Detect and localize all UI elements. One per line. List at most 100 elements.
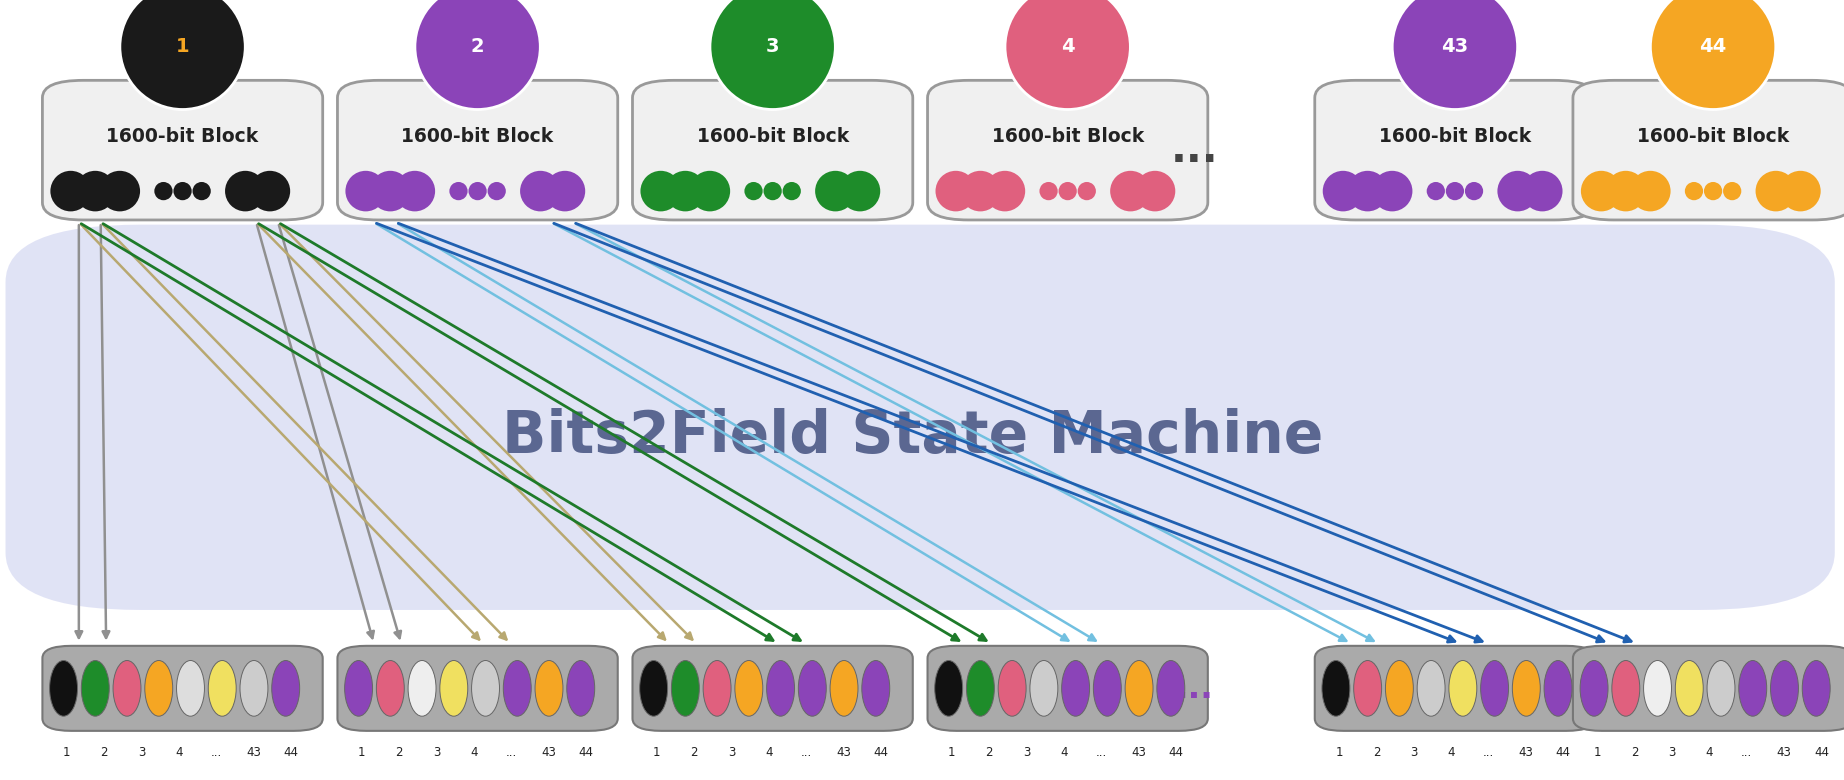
- Ellipse shape: [120, 0, 245, 109]
- Text: 1600-bit Block: 1600-bit Block: [1637, 127, 1789, 146]
- Text: 1: 1: [175, 37, 190, 56]
- Ellipse shape: [177, 661, 205, 716]
- Text: 4: 4: [470, 746, 478, 760]
- Ellipse shape: [1722, 182, 1741, 200]
- Ellipse shape: [1650, 0, 1776, 109]
- FancyBboxPatch shape: [6, 225, 1835, 610]
- Text: 4: 4: [1060, 37, 1075, 56]
- Text: 44: 44: [1700, 37, 1726, 56]
- Ellipse shape: [782, 182, 800, 200]
- Text: Bits2Field State Machine: Bits2Field State Machine: [502, 408, 1324, 466]
- Ellipse shape: [1058, 182, 1077, 200]
- Text: 44: 44: [284, 746, 299, 760]
- Ellipse shape: [395, 171, 435, 211]
- Ellipse shape: [1372, 171, 1413, 211]
- Text: 1: 1: [1593, 746, 1601, 760]
- Text: 43: 43: [1518, 746, 1534, 760]
- Ellipse shape: [1110, 171, 1151, 211]
- Ellipse shape: [50, 661, 77, 716]
- Text: 3: 3: [1023, 746, 1031, 760]
- Ellipse shape: [1353, 661, 1381, 716]
- Ellipse shape: [1521, 171, 1562, 211]
- Ellipse shape: [1062, 661, 1090, 716]
- Ellipse shape: [1612, 661, 1639, 716]
- Ellipse shape: [1464, 182, 1483, 200]
- Text: 43: 43: [1130, 746, 1147, 760]
- Ellipse shape: [450, 182, 468, 200]
- Ellipse shape: [1580, 171, 1621, 211]
- Ellipse shape: [998, 661, 1025, 716]
- Ellipse shape: [376, 661, 404, 716]
- Text: 1: 1: [653, 746, 660, 760]
- Text: 3: 3: [1411, 746, 1418, 760]
- Ellipse shape: [345, 171, 385, 211]
- FancyBboxPatch shape: [42, 646, 323, 731]
- Ellipse shape: [1385, 661, 1413, 716]
- FancyBboxPatch shape: [928, 80, 1208, 220]
- Ellipse shape: [1348, 171, 1389, 211]
- Ellipse shape: [1497, 171, 1538, 211]
- Text: 43: 43: [245, 746, 262, 760]
- Ellipse shape: [961, 171, 1001, 211]
- FancyBboxPatch shape: [1573, 80, 1844, 220]
- Text: 44: 44: [1556, 746, 1571, 760]
- Ellipse shape: [736, 661, 763, 716]
- Ellipse shape: [155, 182, 173, 200]
- Ellipse shape: [520, 171, 561, 211]
- Text: 1: 1: [1335, 746, 1342, 760]
- FancyBboxPatch shape: [928, 646, 1208, 731]
- Ellipse shape: [1643, 661, 1671, 716]
- FancyBboxPatch shape: [337, 80, 618, 220]
- Ellipse shape: [50, 171, 90, 211]
- Ellipse shape: [1704, 182, 1722, 200]
- Ellipse shape: [208, 661, 236, 716]
- Text: 44: 44: [1169, 746, 1184, 760]
- Ellipse shape: [1770, 661, 1798, 716]
- Ellipse shape: [767, 661, 795, 716]
- Ellipse shape: [225, 171, 266, 211]
- Text: 44: 44: [579, 746, 594, 760]
- Ellipse shape: [1322, 171, 1363, 211]
- Ellipse shape: [798, 661, 826, 716]
- Ellipse shape: [1580, 661, 1608, 716]
- Ellipse shape: [671, 661, 699, 716]
- Text: 1600-bit Block: 1600-bit Block: [992, 127, 1143, 146]
- Ellipse shape: [345, 661, 372, 716]
- Ellipse shape: [544, 171, 585, 211]
- FancyBboxPatch shape: [337, 646, 618, 731]
- Text: 3: 3: [138, 746, 146, 760]
- Ellipse shape: [1446, 182, 1464, 200]
- Ellipse shape: [112, 661, 140, 716]
- Ellipse shape: [1708, 661, 1735, 716]
- Ellipse shape: [487, 182, 505, 200]
- Ellipse shape: [935, 171, 975, 211]
- Text: 2: 2: [985, 746, 992, 760]
- Text: ...: ...: [210, 746, 221, 760]
- Ellipse shape: [1512, 661, 1540, 716]
- Text: 2: 2: [470, 37, 485, 56]
- Text: ...: ...: [1741, 746, 1752, 760]
- Text: 1: 1: [63, 746, 70, 760]
- Ellipse shape: [76, 171, 116, 211]
- Ellipse shape: [1630, 171, 1671, 211]
- Ellipse shape: [1125, 661, 1152, 716]
- Ellipse shape: [710, 0, 835, 109]
- Ellipse shape: [415, 0, 540, 109]
- Ellipse shape: [966, 661, 994, 716]
- Ellipse shape: [371, 171, 411, 211]
- FancyBboxPatch shape: [1573, 646, 1844, 731]
- Text: ...: ...: [1171, 129, 1219, 171]
- Ellipse shape: [1755, 171, 1796, 211]
- Text: 2: 2: [1372, 746, 1379, 760]
- Text: 4: 4: [1060, 746, 1068, 760]
- Ellipse shape: [441, 661, 468, 716]
- Text: 43: 43: [1776, 746, 1792, 760]
- Text: 1600-bit Block: 1600-bit Block: [1379, 127, 1531, 146]
- Text: 2: 2: [1630, 746, 1637, 760]
- Text: 43: 43: [540, 746, 557, 760]
- Ellipse shape: [271, 661, 301, 716]
- Ellipse shape: [146, 661, 173, 716]
- Ellipse shape: [745, 182, 763, 200]
- Ellipse shape: [1040, 182, 1058, 200]
- Text: 4: 4: [765, 746, 773, 760]
